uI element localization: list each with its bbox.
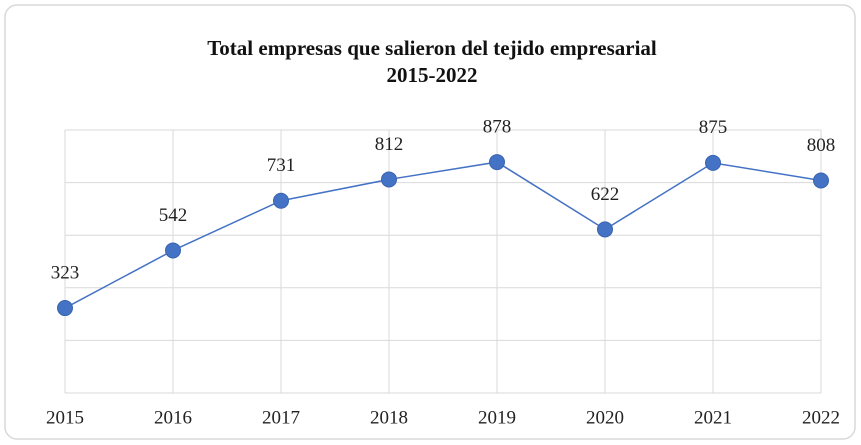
chart-title: 2015-2022 [387, 63, 478, 87]
x-tick-label: 2019 [478, 407, 516, 428]
x-tick-label: 2015 [46, 407, 84, 428]
data-label: 731 [267, 155, 296, 176]
data-label: 622 [591, 184, 620, 205]
marker [165, 242, 181, 259]
x-tick-label: 2017 [262, 407, 300, 428]
x-tick-label: 2016 [154, 407, 192, 428]
marker [489, 154, 505, 171]
marker [705, 154, 721, 171]
data-label: 878 [483, 116, 512, 137]
x-tick-label: 2022 [802, 407, 840, 428]
x-tick-label: 2020 [586, 407, 624, 428]
line [64, 161, 822, 309]
data-label: 808 [807, 135, 836, 156]
data-label: 875 [699, 117, 728, 138]
marker [273, 192, 289, 209]
x-tick-label: 2021 [694, 407, 732, 428]
chart-frame [4, 4, 856, 440]
marker [597, 221, 613, 238]
data-label: 542 [159, 205, 188, 226]
chart-title: Total empresas que salieron del tejido e… [207, 36, 657, 60]
data-label: 323 [51, 262, 80, 283]
data-label: 812 [375, 134, 404, 155]
x-tick-label: 2018 [370, 407, 408, 428]
marker [57, 300, 73, 317]
marker [381, 171, 397, 188]
marker [813, 172, 829, 189]
